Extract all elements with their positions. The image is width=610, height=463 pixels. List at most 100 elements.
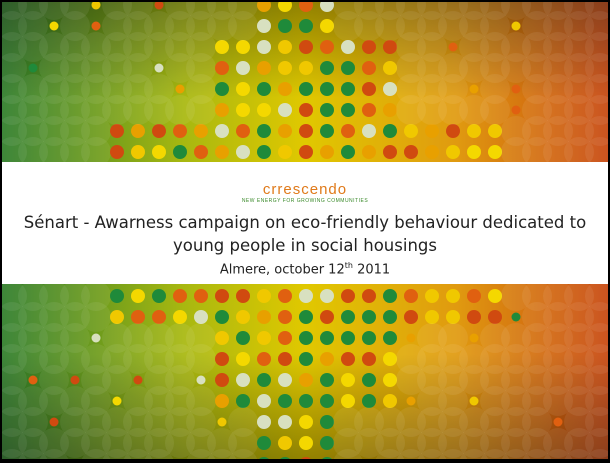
dot <box>383 61 397 75</box>
title-area: crrescendo NEW ENERGY FOR GROWING COMMUN… <box>2 162 608 284</box>
dot <box>341 61 355 75</box>
dot <box>236 61 250 75</box>
dot <box>383 82 397 96</box>
dot <box>467 124 481 138</box>
dot <box>257 289 271 303</box>
subtitle-text: Almere, october 12 <box>220 262 345 277</box>
dot <box>257 145 271 159</box>
dot <box>362 331 376 345</box>
dot <box>470 334 479 343</box>
dot <box>257 415 271 429</box>
dot <box>152 124 166 138</box>
dot <box>446 124 460 138</box>
subtitle: Almere, october 12th 2011 <box>2 257 608 279</box>
dot <box>407 334 416 343</box>
dot <box>278 436 292 450</box>
dot <box>299 310 313 324</box>
dot <box>110 310 124 324</box>
dot <box>131 289 145 303</box>
dot <box>383 40 397 54</box>
dot <box>362 82 376 96</box>
dot <box>194 310 208 324</box>
slide: crrescendo NEW ENERGY FOR GROWING COMMUN… <box>2 2 608 459</box>
dot <box>512 313 521 322</box>
dot <box>215 124 229 138</box>
logo: crrescendo <box>2 182 608 198</box>
dot <box>320 415 334 429</box>
dot <box>362 373 376 387</box>
dot <box>278 145 292 159</box>
dot <box>362 352 376 366</box>
dot <box>257 310 271 324</box>
page: {"logo":{"name":"crrescendo","tagline":"… <box>0 2 610 463</box>
dot <box>362 124 376 138</box>
dot <box>50 418 59 427</box>
dot <box>488 124 502 138</box>
dot <box>320 289 334 303</box>
dot <box>341 373 355 387</box>
subtitle-year: 2011 <box>353 262 390 277</box>
dot <box>383 145 397 159</box>
dot <box>257 373 271 387</box>
dot <box>362 103 376 117</box>
dot <box>299 82 313 96</box>
dot <box>362 289 376 303</box>
dot <box>362 145 376 159</box>
dot <box>257 82 271 96</box>
dot <box>215 289 229 303</box>
dot <box>278 19 292 33</box>
dot <box>110 289 124 303</box>
dot <box>278 373 292 387</box>
dot <box>197 376 206 385</box>
dot <box>383 373 397 387</box>
dot <box>341 394 355 408</box>
dot <box>425 289 439 303</box>
dot <box>215 82 229 96</box>
dot <box>173 124 187 138</box>
top-band <box>2 2 608 162</box>
dot <box>236 124 250 138</box>
dot <box>134 376 143 385</box>
dot <box>320 103 334 117</box>
dot <box>449 43 458 52</box>
dot <box>320 331 334 345</box>
dot <box>299 415 313 429</box>
dot <box>257 352 271 366</box>
dot <box>320 436 334 450</box>
dot <box>278 331 292 345</box>
dot <box>152 145 166 159</box>
dot <box>236 331 250 345</box>
dot <box>92 22 101 31</box>
dot <box>383 310 397 324</box>
dot <box>278 310 292 324</box>
dot <box>383 124 397 138</box>
dot <box>446 310 460 324</box>
dot <box>71 376 80 385</box>
dot <box>299 61 313 75</box>
dot <box>383 394 397 408</box>
dot <box>362 40 376 54</box>
dot <box>446 289 460 303</box>
dot <box>278 61 292 75</box>
dot <box>320 394 334 408</box>
dot <box>467 145 481 159</box>
dot <box>446 145 460 159</box>
dot <box>341 352 355 366</box>
dot <box>278 124 292 138</box>
dot <box>425 310 439 324</box>
dot <box>215 40 229 54</box>
dot <box>278 415 292 429</box>
dot <box>425 124 439 138</box>
dot <box>341 124 355 138</box>
dot <box>278 103 292 117</box>
dot <box>152 289 166 303</box>
dot <box>320 124 334 138</box>
tagline: NEW ENERGY FOR GROWING COMMUNITIES <box>2 198 608 205</box>
dot <box>215 103 229 117</box>
dot <box>215 145 229 159</box>
dot <box>257 394 271 408</box>
dot <box>341 82 355 96</box>
dot <box>362 310 376 324</box>
dot <box>407 397 416 406</box>
dot <box>50 22 59 31</box>
